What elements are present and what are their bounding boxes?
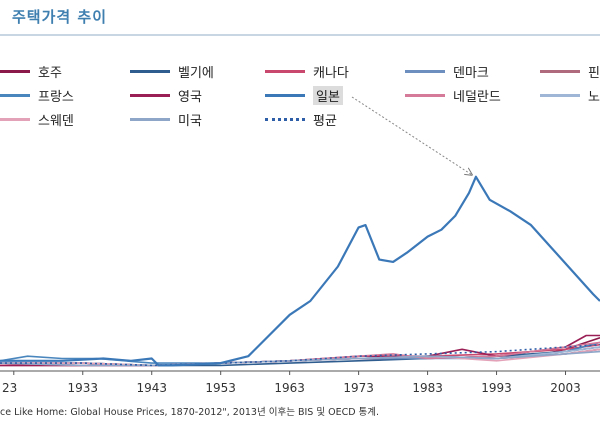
- legend-swatch: [0, 93, 30, 97]
- legend-item-1: 벨기에: [130, 62, 214, 81]
- annotation-arrow: [351, 96, 472, 175]
- x-tick-label: 1953: [205, 381, 236, 395]
- legend-swatch: [0, 117, 30, 121]
- x-tick-label: 1943: [136, 381, 167, 395]
- legend-label: 벨기에: [178, 65, 214, 81]
- legend-item-0: 호주: [0, 62, 62, 81]
- x-tick-label: 1993: [481, 381, 512, 395]
- legend-label: 영국: [178, 89, 202, 105]
- legend-label: 스웨덴: [38, 113, 74, 129]
- legend-swatch: [540, 69, 580, 73]
- x-tick-label: 23: [2, 381, 17, 395]
- legend-item-10: 스웨덴: [0, 110, 74, 129]
- legend-swatch: [540, 93, 580, 97]
- legend-swatch: [405, 69, 445, 73]
- x-tick-label: 1973: [343, 381, 374, 395]
- legend-label: 캐나다: [313, 65, 349, 81]
- source-note: ce Like Home: Global House Prices, 1870-…: [0, 407, 380, 418]
- legend-label: 평균: [313, 113, 337, 129]
- legend-label: 일본: [313, 85, 343, 105]
- legend-item-2: 캐나다: [265, 62, 349, 81]
- legend-swatch: [405, 93, 445, 97]
- legend-item-12: 평균: [265, 110, 337, 129]
- x-tick-label: 2003: [550, 381, 581, 395]
- title-divider: [0, 34, 600, 36]
- legend-swatch: [130, 93, 170, 97]
- legend-swatch: [265, 69, 305, 73]
- legend-label: 호주: [38, 65, 62, 81]
- legend-item-5: 프랑스: [0, 86, 74, 105]
- legend-label: 프랑스: [38, 89, 74, 105]
- legend-item-8: 네덜란드: [405, 86, 501, 105]
- legend-swatch: [265, 93, 305, 97]
- legend-swatch: [265, 117, 305, 121]
- legend-item-7: 일본: [265, 85, 343, 105]
- series-line-11: [0, 350, 600, 367]
- x-tick-label: 1933: [67, 381, 98, 395]
- legend-swatch: [130, 117, 170, 121]
- legend-item-11: 미국: [130, 110, 202, 129]
- legend-label: 핀: [588, 65, 600, 81]
- series-line-0: [0, 337, 600, 367]
- legend-label: 네덜란드: [453, 89, 501, 105]
- legend-item-3: 덴마크: [405, 62, 489, 81]
- chart-title: 주택가격 추이: [12, 8, 108, 26]
- legend-label: 덴마크: [453, 65, 489, 81]
- legend-item-4: 핀: [540, 62, 600, 81]
- legend-item-9: 노: [540, 86, 600, 105]
- legend-item-6: 영국: [130, 86, 202, 105]
- series-line-12: [0, 343, 600, 367]
- series-line-7: [0, 175, 600, 367]
- legend-swatch: [130, 69, 170, 73]
- legend-swatch: [0, 69, 30, 73]
- x-tick-label: 1983: [412, 381, 443, 395]
- series-line-8: [0, 341, 600, 367]
- legend-label: 미국: [178, 113, 202, 129]
- x-tick-label: 1963: [274, 381, 305, 395]
- legend-label: 노: [588, 89, 600, 105]
